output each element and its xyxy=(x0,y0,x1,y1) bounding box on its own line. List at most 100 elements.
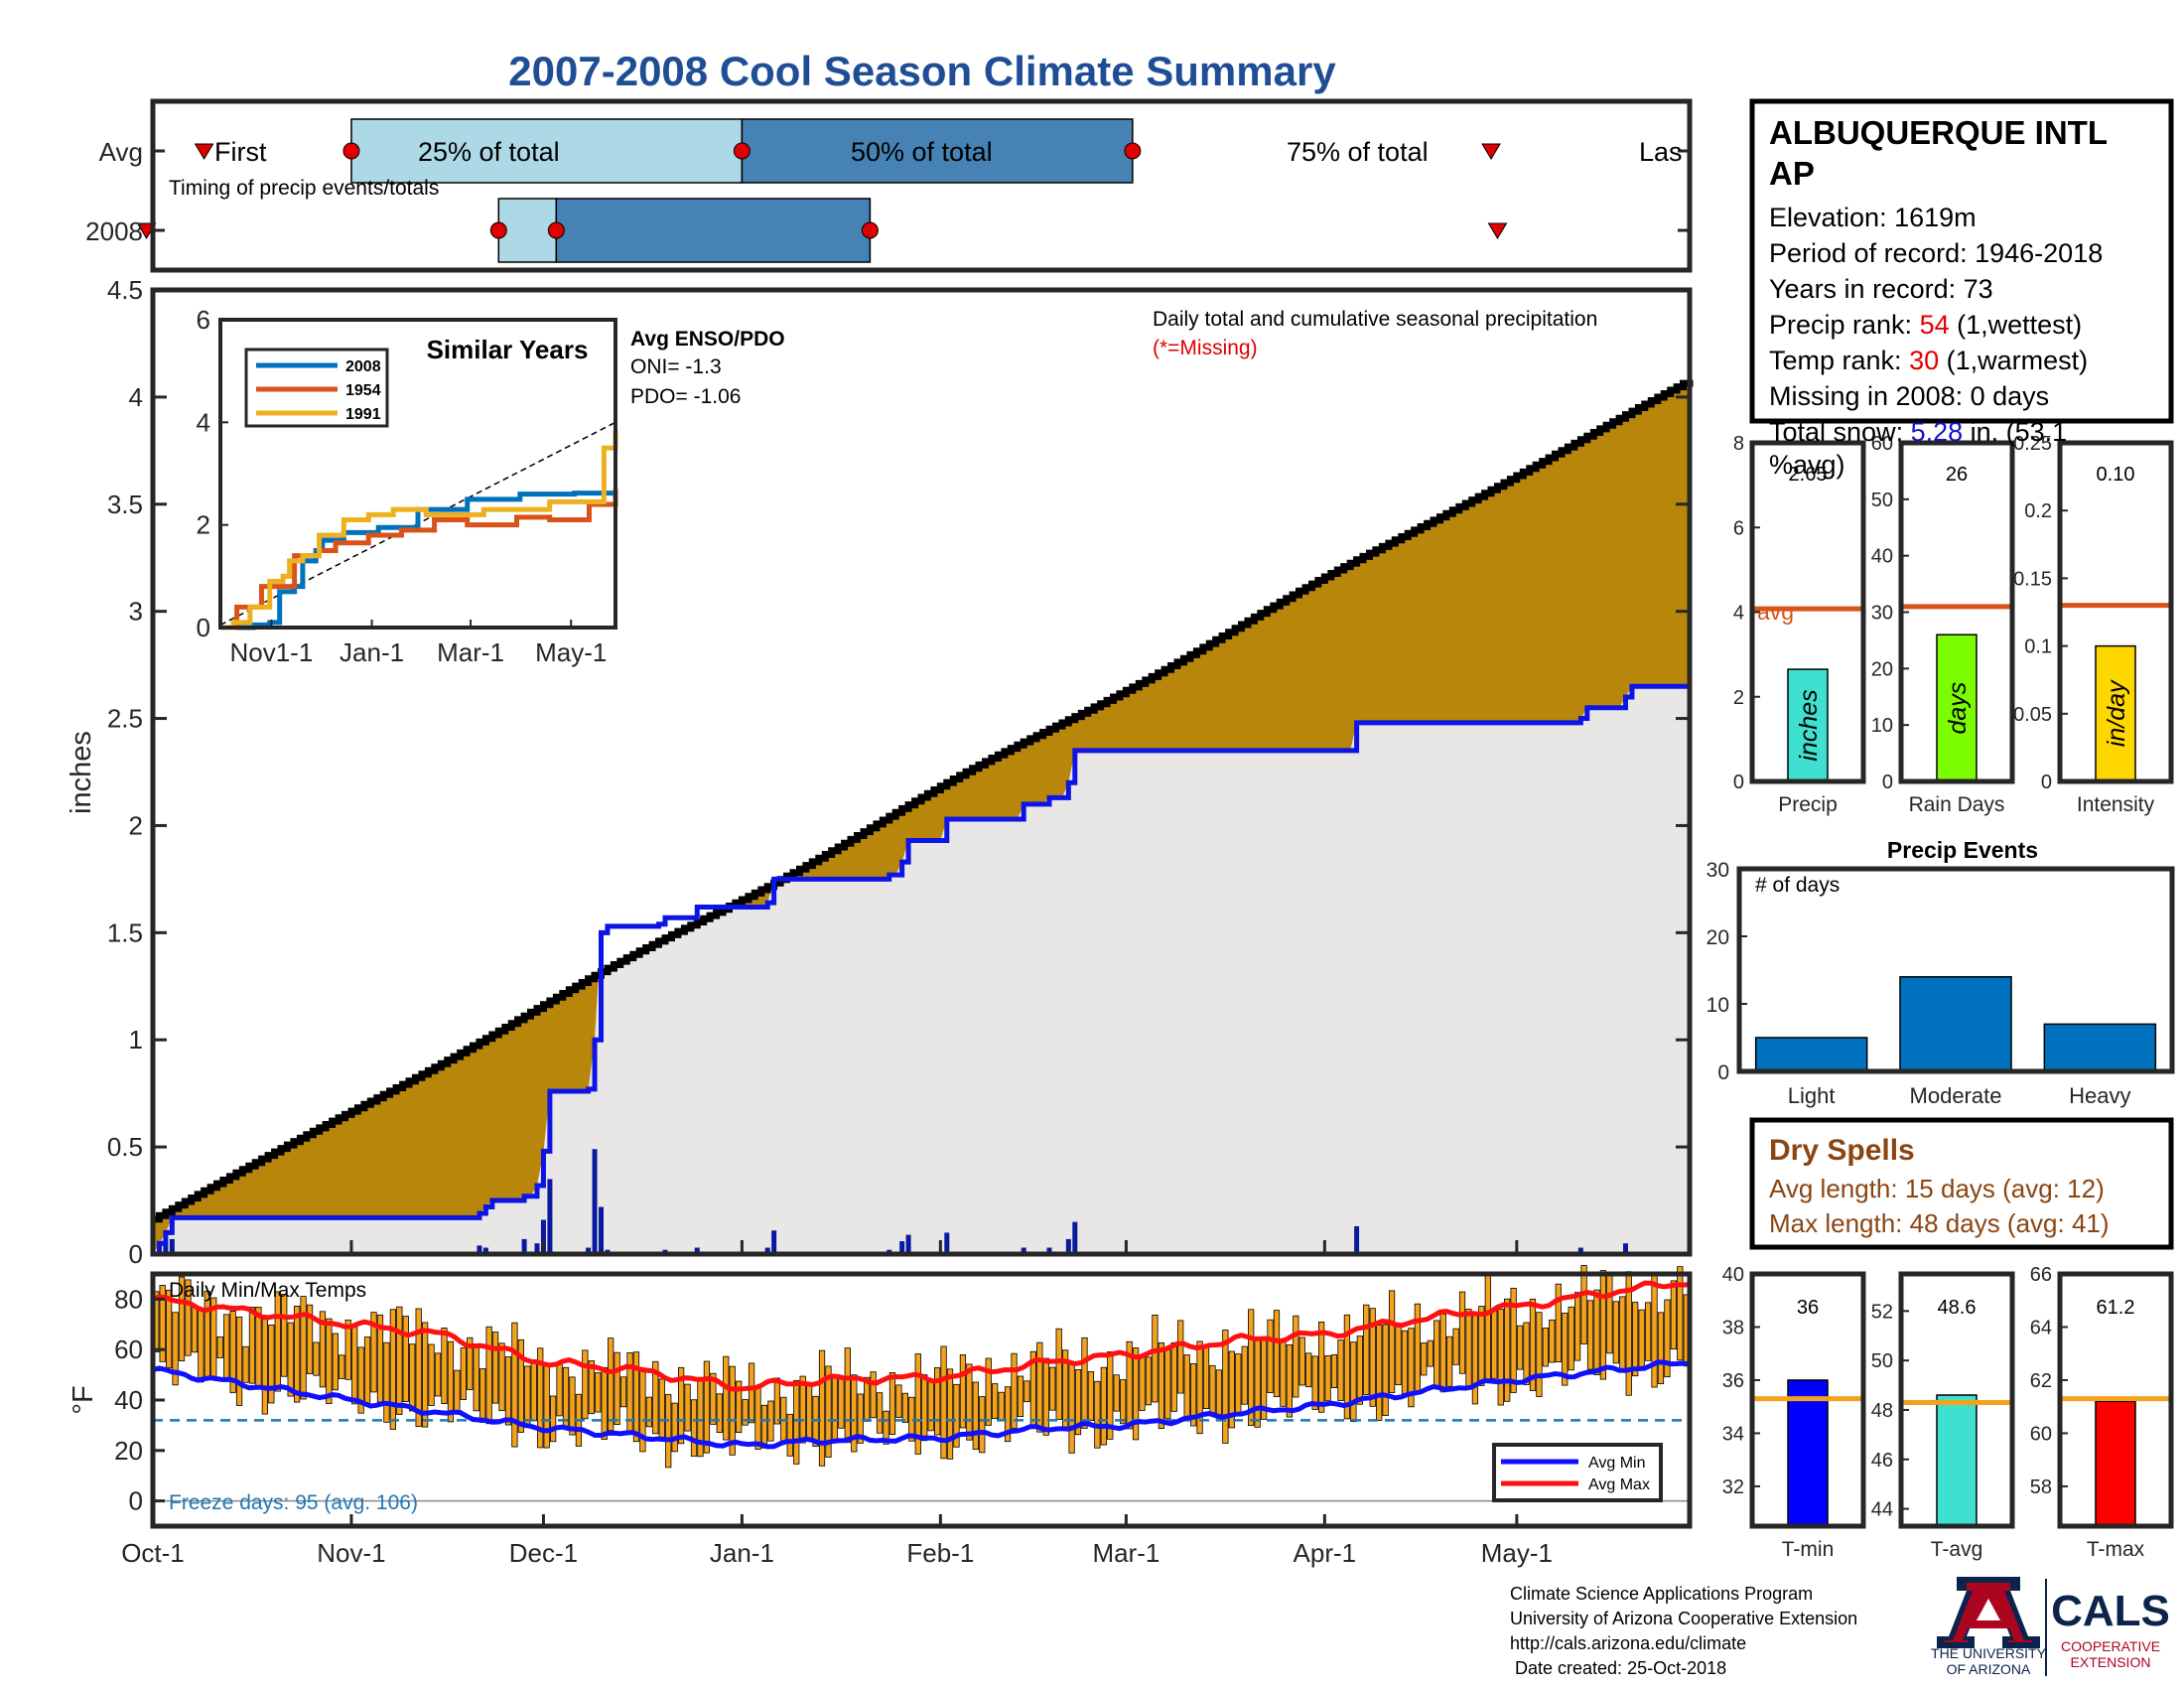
inset-title: Similar Years xyxy=(427,335,589,364)
daily-temp-range-bar xyxy=(870,1371,877,1419)
daily-temp-range-bar xyxy=(1190,1363,1197,1427)
daily-temp-range-bar xyxy=(946,1368,954,1460)
daily-temp-range-bar xyxy=(1632,1302,1639,1377)
daily-precip-bar xyxy=(1072,1221,1078,1254)
temp-legend-avg-max: Avg Max xyxy=(1588,1477,1650,1493)
daily-temp-range-bar xyxy=(319,1311,327,1388)
daily-temp-range-bar xyxy=(1209,1364,1216,1414)
station-name-line1: ALBUQUERQUE INTL xyxy=(1769,114,2108,151)
daily-temp-range-bar xyxy=(1254,1338,1261,1428)
daily-temp-range-bar xyxy=(268,1325,275,1404)
daily-temp-range-bar xyxy=(1677,1266,1684,1361)
daily-temp-range-bar xyxy=(421,1322,429,1428)
temp-summary-ytick-label: 40 xyxy=(1722,1264,1744,1286)
daily-precip-bar xyxy=(1354,1225,1360,1254)
daily-temp-range-bar xyxy=(671,1402,678,1453)
summary-bar-ytick-label: 2 xyxy=(1733,687,1744,709)
daily-temp-range-bar xyxy=(1382,1324,1389,1416)
ua-logo-line1: THE UNIVERSITY xyxy=(1931,1645,2047,1661)
summary-bar-ytick-label: 20 xyxy=(1871,658,1893,680)
daily-precip-bar xyxy=(547,1179,553,1254)
daily-precip-bar xyxy=(477,1245,482,1254)
daily-temp-range-bar xyxy=(441,1328,448,1404)
precip-rank-suffix: (1,wettest) xyxy=(1950,310,2083,340)
daily-temp-range-bar xyxy=(1439,1313,1446,1393)
daily-precip-bar xyxy=(599,1206,604,1254)
daily-temp-range-bar xyxy=(550,1395,557,1443)
daily-temp-range-bar xyxy=(1478,1306,1485,1386)
daily-temp-range-bar xyxy=(1337,1339,1344,1401)
average-cumulative-line xyxy=(153,379,1694,1223)
season-xtick-label: Mar-1 xyxy=(1092,1538,1160,1568)
daily-temp-range-bar xyxy=(1568,1306,1574,1371)
temp-summary-ytick-label: 36 xyxy=(1722,1370,1744,1392)
inset-xtick-label: Nov1-1 xyxy=(229,637,313,667)
freeze-days-text: Freeze days: 95 (avg. 106) xyxy=(169,1491,418,1514)
footer-line1: Climate Science Applications Program xyxy=(1510,1584,1813,1604)
timing-p25-label: 25% of total xyxy=(418,137,560,167)
daily-temp-range-bar xyxy=(1401,1330,1409,1394)
timing-first-last-marker xyxy=(1487,222,1508,239)
season-xtick-label: Apr-1 xyxy=(1294,1538,1357,1568)
avg-min-temp-line xyxy=(152,1359,1691,1450)
daily-temp-range-bar xyxy=(652,1360,659,1435)
events-ylabel: # of days xyxy=(1755,874,1840,897)
footer-line3: http://cals.arizona.edu/climate xyxy=(1510,1633,1746,1653)
daily-temp-range-bar xyxy=(959,1354,967,1429)
daily-temp-range-bar xyxy=(710,1372,717,1425)
summary-bar-ytick-label: 40 xyxy=(1871,546,1893,568)
summary-bar-ytick-label: 0.05 xyxy=(2013,704,2052,726)
daily-temp-range-bar xyxy=(370,1312,377,1393)
timing-percentile-marker xyxy=(547,221,565,239)
daily-temp-range-bar xyxy=(851,1374,858,1453)
temp-summary-frame xyxy=(2057,1271,2174,1529)
daily-temp-range-bar xyxy=(1670,1280,1678,1350)
temp-legend-avg-min: Avg Min xyxy=(1588,1455,1646,1472)
daily-temp-range-bar xyxy=(517,1338,525,1433)
daily-temp-range-bar xyxy=(326,1318,333,1404)
timing-row-label-avg: Avg xyxy=(99,137,143,167)
cals-logo-text: CALS xyxy=(2051,1587,2170,1635)
events-frame xyxy=(1736,866,2175,1074)
university-of-arizona-logo: THE UNIVERSITY OF ARIZONA CALS COOPERATI… xyxy=(1931,1577,2170,1677)
summary-bar-ytick-label: 60 xyxy=(1871,433,1893,455)
temp-ytick-label: 80 xyxy=(114,1284,143,1314)
daily-temp-range-bar xyxy=(530,1359,537,1422)
daily-temp-range-bar xyxy=(1036,1341,1043,1433)
daily-temp-range-bar xyxy=(1586,1300,1594,1370)
daily-temp-range-bar xyxy=(1612,1301,1619,1364)
daily-temp-range-bar xyxy=(1280,1338,1287,1407)
daily-temp-range-bar xyxy=(1330,1354,1338,1388)
timing-box-q3-2008 xyxy=(555,198,872,263)
precip-events-panel: Precip Events Light Moderate Heavy0102030 … xyxy=(1706,837,2175,1108)
season-x-axis: Oct-1 Nov-1 Dec-1 Jan-1 Feb-1 Mar-1 Apr-1 May-1 xyxy=(121,1538,1553,1568)
cals-coop-line2: EXTENSION xyxy=(2071,1654,2151,1670)
figure-title: 2007-2008 Cool Season Climate Summary xyxy=(508,48,1336,94)
summary-bar-ytick-label: 0.2 xyxy=(2024,500,2052,522)
daily-temp-range-bar xyxy=(588,1360,595,1415)
temp-summary-t-max: 58 60 62 64 66 61.2 T-max xyxy=(2030,1264,2174,1561)
daily-temp-range-bar xyxy=(1324,1354,1331,1402)
daily-temp-range-bar xyxy=(1395,1323,1402,1386)
daily-temp-range-bar xyxy=(1298,1336,1305,1386)
daily-temp-range-bar xyxy=(838,1378,845,1429)
temp-summary-bar xyxy=(1936,1394,1978,1527)
daily-temp-range-bar xyxy=(1318,1322,1325,1413)
daily-temp-range-bar xyxy=(1388,1290,1396,1393)
summary-bar-ytick-label: 8 xyxy=(1733,433,1744,455)
daily-temp-range-bar xyxy=(632,1351,640,1443)
daily-temp-range-bar xyxy=(1004,1386,1012,1443)
events-xtick-label: Light xyxy=(1788,1083,1836,1108)
daily-temp-range-bar xyxy=(255,1307,262,1390)
daily-temp-range-bar xyxy=(344,1319,351,1380)
inset-xtick-label: May-1 xyxy=(535,637,607,667)
daily-temp-range-bar xyxy=(806,1384,813,1440)
daily-temp-range-bar xyxy=(857,1393,864,1444)
daily-temp-range-bar xyxy=(460,1347,467,1400)
daily-temp-range-bar xyxy=(1215,1369,1223,1421)
station-years: Years in record: 73 xyxy=(1769,274,1993,304)
temp-summary-frame xyxy=(1749,1271,1866,1529)
daily-temp-range-bar xyxy=(178,1276,186,1361)
daily-temp-range-bar xyxy=(1651,1274,1658,1388)
timing-box-q3-avg xyxy=(741,118,1134,184)
